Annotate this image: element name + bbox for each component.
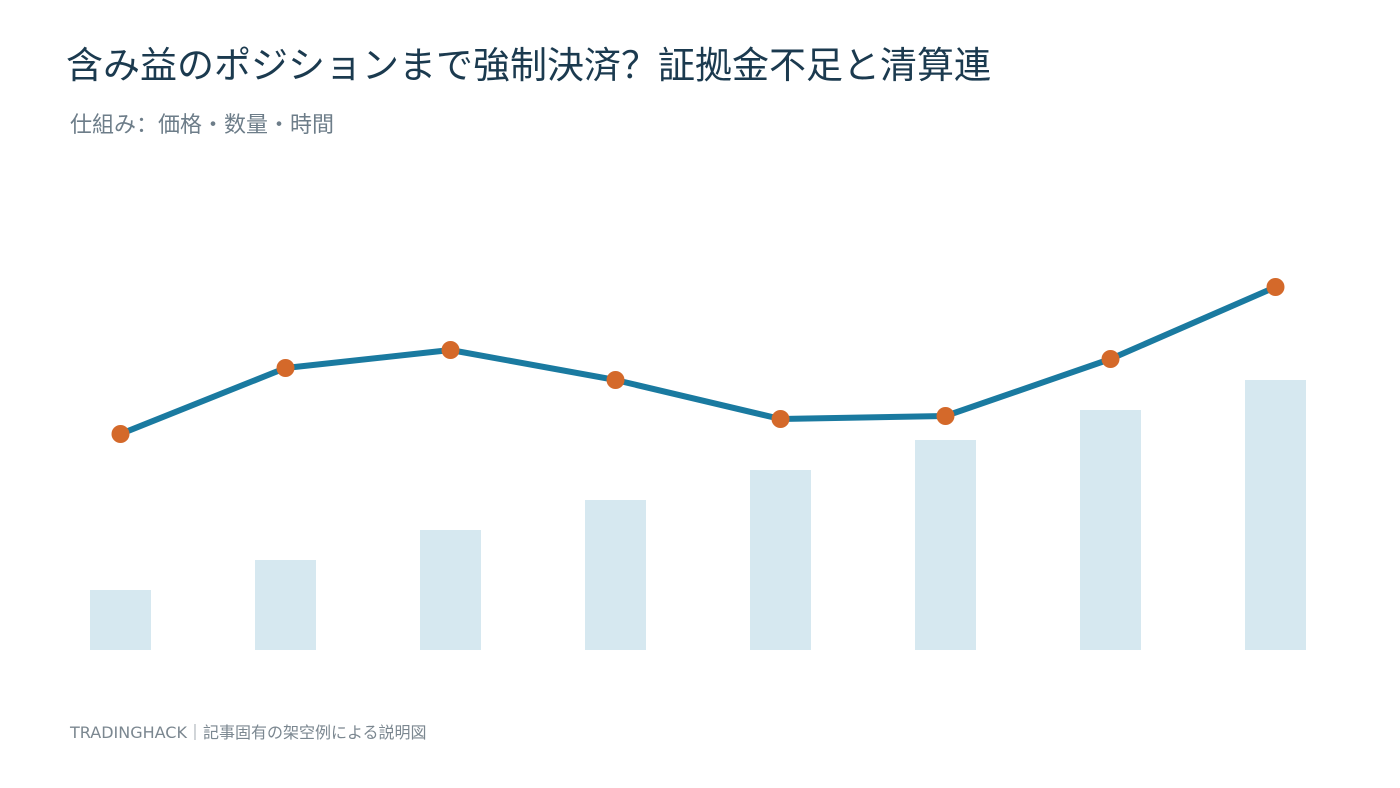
line-markers <box>111 278 1285 443</box>
bar-series <box>90 380 1306 650</box>
series-line <box>117 284 1279 437</box>
chart-title: 含み益のポジションまで強制決済？証拠金不足と清算連 <box>66 44 991 87</box>
line-point-5 <box>771 410 790 428</box>
line-point-4 <box>606 371 625 389</box>
bar-1 <box>90 590 151 650</box>
source-note: TRADINGHACK｜記事固有の架空例による説明図 <box>70 723 427 742</box>
bar-7 <box>1080 410 1141 650</box>
line-series <box>117 284 1279 437</box>
line-point-8 <box>1266 278 1285 296</box>
bar-4 <box>585 500 646 650</box>
bar-6 <box>915 440 976 650</box>
bar-3 <box>420 530 481 650</box>
bar-2 <box>255 560 316 650</box>
chart-subtitle: 仕組み：価格・数量・時間 <box>70 113 335 138</box>
line-point-3 <box>441 341 460 359</box>
bar-8 <box>1245 380 1306 650</box>
line-point-1 <box>111 425 130 443</box>
bar-5 <box>750 470 811 650</box>
line-point-2 <box>276 359 295 377</box>
line-point-6 <box>936 407 955 425</box>
line-point-7 <box>1101 350 1120 368</box>
